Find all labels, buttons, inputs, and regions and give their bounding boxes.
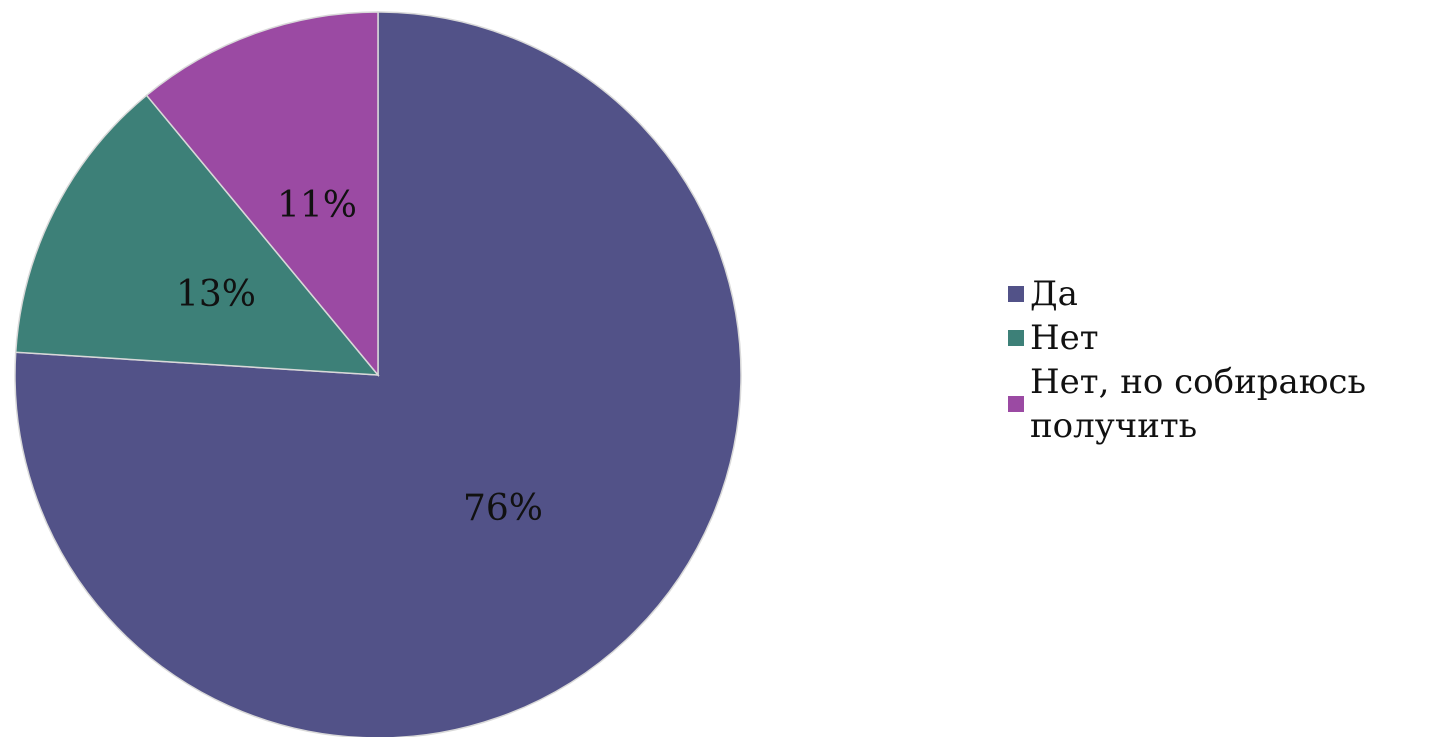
legend-label-1: Да [1030,274,1078,314]
legend-swatch-3 [1008,396,1024,412]
data-label-1: 76% [463,488,543,529]
legend-item-2: Нет [1008,316,1448,360]
pie-plot-area: 76% 13% 11% [14,11,742,737]
pie-slice-2 [14,94,380,376]
data-label-2: 13% [176,274,256,315]
legend-label-2: Нет [1030,318,1099,358]
legend-swatch-2 [1008,330,1024,346]
legend-label-3: Нет, но собираюсь получить [1030,362,1366,446]
legend-swatch-1 [1008,286,1024,302]
pie-slice-3 [145,11,379,378]
legend: Да Нет Нет, но собираюсь получить [1008,272,1448,448]
legend-item-3: Нет, но собираюсь получить [1008,360,1448,448]
data-label-3: 11% [277,185,357,226]
legend-item-1: Да [1008,272,1448,316]
